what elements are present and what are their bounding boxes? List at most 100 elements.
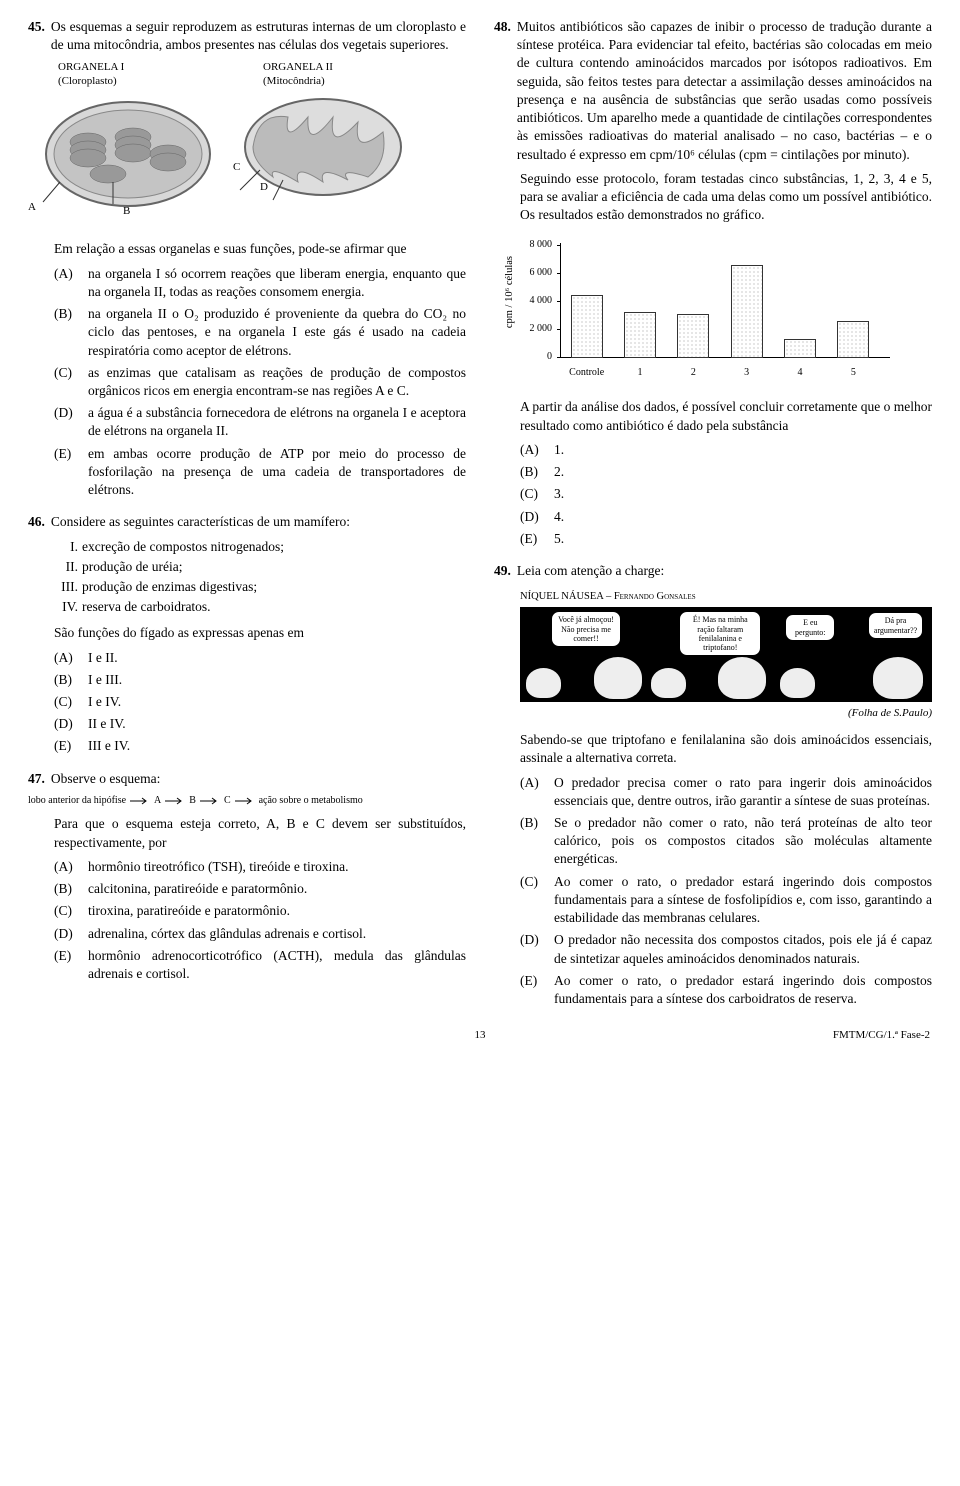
q45-opt-a[interactable]: (A)na organela I só ocorrem reações que … [54,265,466,301]
q49-number: 49. [494,562,511,580]
balloon-2: É! Mas na minha ração faltaram fenilalan… [679,611,761,656]
q46-item-1: I.excreção de compostos nitrogenados; [54,538,466,556]
balloon-3a: E eu pergunto: [785,614,835,640]
page-number: 13 [330,1028,630,1043]
chart-bar [784,339,816,359]
question-47: 47. Observe o esquema: lobo anterior da … [28,770,466,983]
q48-opt-e[interactable]: (E)5. [520,530,932,548]
chart-bar [624,312,656,358]
question-48: 48. Muitos antibióticos são capazes de i… [494,18,932,548]
q46-opt-e[interactable]: (E)III e IV. [54,737,466,755]
q47-text: Observe o esquema: [51,770,160,788]
chart-bar [731,265,763,359]
chart-bar [677,314,709,359]
q45-text: Os esquemas a seguir reproduzem as estru… [51,18,466,54]
q49-opt-b[interactable]: (B)Se o predador não comer o rato, não t… [520,814,932,869]
rat-icon [780,668,815,698]
org2-sub: (Mitocôndria) [263,74,325,89]
comic-credit: NÍQUEL NÁUSEA – Fernando Gonsales [520,590,932,604]
q46-opt-c[interactable]: (C)I e IV. [54,693,466,711]
q46-item-4: IV.reserva de carboidratos. [54,598,466,616]
q47-opt-a[interactable]: (A)hormônio tireotrófico (TSH), tireóide… [54,858,466,876]
q48-opt-c[interactable]: (C)3. [520,485,932,503]
y-tick-label: 0 [522,350,552,364]
q48-para2: Seguindo esse protocolo, foram testadas … [494,170,932,225]
q49-opt-c[interactable]: (C)Ao comer o rato, o predador estará in… [520,873,932,928]
arrow-icon [233,797,257,805]
letter-a: A [28,200,36,215]
x-tick-label: Controle [569,366,604,380]
q48-opt-d[interactable]: (D)4. [520,508,932,526]
q45-lead: Em relação a essas organelas e suas funç… [28,240,466,258]
question-46: 46. Considere as seguintes característic… [28,513,466,755]
y-tick-label: 6 000 [522,266,552,280]
q49-text: Leia com atenção a charge: [517,562,664,580]
q47-opt-e[interactable]: (E)hormônio adrenocorticotrófico (ACTH),… [54,947,466,983]
q48-chart: cpm / 10⁶ células 0 2 000 4 000 6 000 8 000 C… [494,230,932,398]
q48-text: Muitos antibióticos são capazes de inibi… [517,18,932,164]
q49-opt-e[interactable]: (E)Ao comer o rato, o predador estará in… [520,972,932,1008]
comic-panel-1: Você já almoçou! Não precisa me comer!! [521,608,646,701]
cat-icon [873,657,923,699]
arrow-icon [163,797,187,805]
chart-bar [837,321,869,359]
q48-opt-b[interactable]: (B)2. [520,463,932,481]
y-tick-label: 8 000 [522,238,552,252]
footer-right: FMTM/CG/1.ª Fase-2 [630,1028,930,1043]
chart-ylabel: cpm / 10⁶ células [503,256,517,328]
question-45: 45. Os esquemas a seguir reproduzem as e… [28,18,466,499]
org2-label: ORGANELA II [263,60,333,75]
rat-icon [651,668,686,698]
x-tick-label: 4 [798,366,803,380]
q45-opt-b[interactable]: (B)na organela II o O₂ produzido é prove… [54,305,466,360]
balloon-1: Você já almoçou! Não precisa me comer!! [551,611,621,647]
q47-opt-d[interactable]: (D)adrenalina, córtex das glândulas adre… [54,925,466,943]
x-tick-label: 1 [638,366,643,380]
letter-c: C [233,160,240,175]
q49-opt-a[interactable]: (A)O predador precisa comer o rato para … [520,774,932,810]
q47-opt-c[interactable]: (C)tiroxina, paratireóide e paratormônio… [54,902,466,920]
q45-opt-d[interactable]: (D)a água é a substância fornecedora de … [54,404,466,440]
q47-scheme: lobo anterior da hipófise A B C ação sob… [28,794,466,808]
rat-icon [526,668,561,698]
q48-number: 48. [494,18,511,36]
x-tick-label: 5 [851,366,856,380]
letter-b: B [123,204,130,219]
comic-panel-3: E eu pergunto: Dá pra argumentar?? [770,608,931,701]
y-tick-label: 2 000 [522,322,552,336]
q45-number: 45. [28,18,45,36]
comic-panel-2: É! Mas na minha ração faltaram fenilalan… [646,608,771,701]
chloroplast-svg [38,92,218,212]
q46-item-2: II.produção de uréia; [54,558,466,576]
x-tick-label: 2 [691,366,696,380]
arrow-icon [128,797,152,805]
q49-lead: Sabendo-se que triptofano e fenilalanina… [494,731,932,767]
q45-diagram: ORGANELA I (Cloroplasto) ORGANELA II (Mi… [28,60,466,240]
comic-source: (Folha de S.Paulo) [520,706,932,721]
q46-opt-d[interactable]: (D)II e IV. [54,715,466,733]
letter-d: D [260,180,268,195]
cat-icon [594,657,642,699]
question-49: 49. Leia com atenção a charge: NÍQUEL NÁ… [494,562,932,1008]
arrow-icon [198,797,222,805]
q47-lead: Para que o esquema esteja correto, A, B … [28,815,466,851]
q46-opt-a[interactable]: (A)I e II. [54,649,466,667]
q47-opt-b[interactable]: (B)calcitonina, paratireóide e paratormô… [54,880,466,898]
page-footer: 13 FMTM/CG/1.ª Fase-2 [28,1028,932,1043]
q46-text: Considere as seguintes características d… [51,513,350,531]
y-axis [560,243,561,358]
q49-opt-d[interactable]: (D)O predador não necessita dos composto… [520,931,932,967]
q45-opt-c[interactable]: (C)as enzimas que catalisam as reações d… [54,364,466,400]
org1-label: ORGANELA I [58,60,124,75]
chart-bar [571,295,603,358]
cat-icon [718,657,766,699]
y-tick-label: 4 000 [522,294,552,308]
q46-opt-b[interactable]: (B)I e III. [54,671,466,689]
balloon-3b: Dá pra argumentar?? [868,612,923,638]
q45-opt-e[interactable]: (E)em ambas ocorre produção de ATP por m… [54,445,466,500]
q48-opt-a[interactable]: (A)1. [520,441,932,459]
q46-item-3: III.produção de enzimas digestivas; [54,578,466,596]
q48-lead: A partir da análise dos dados, é possíve… [494,398,932,434]
q46-number: 46. [28,513,45,531]
comic-strip: Você já almoçou! Não precisa me comer!! … [520,607,932,702]
